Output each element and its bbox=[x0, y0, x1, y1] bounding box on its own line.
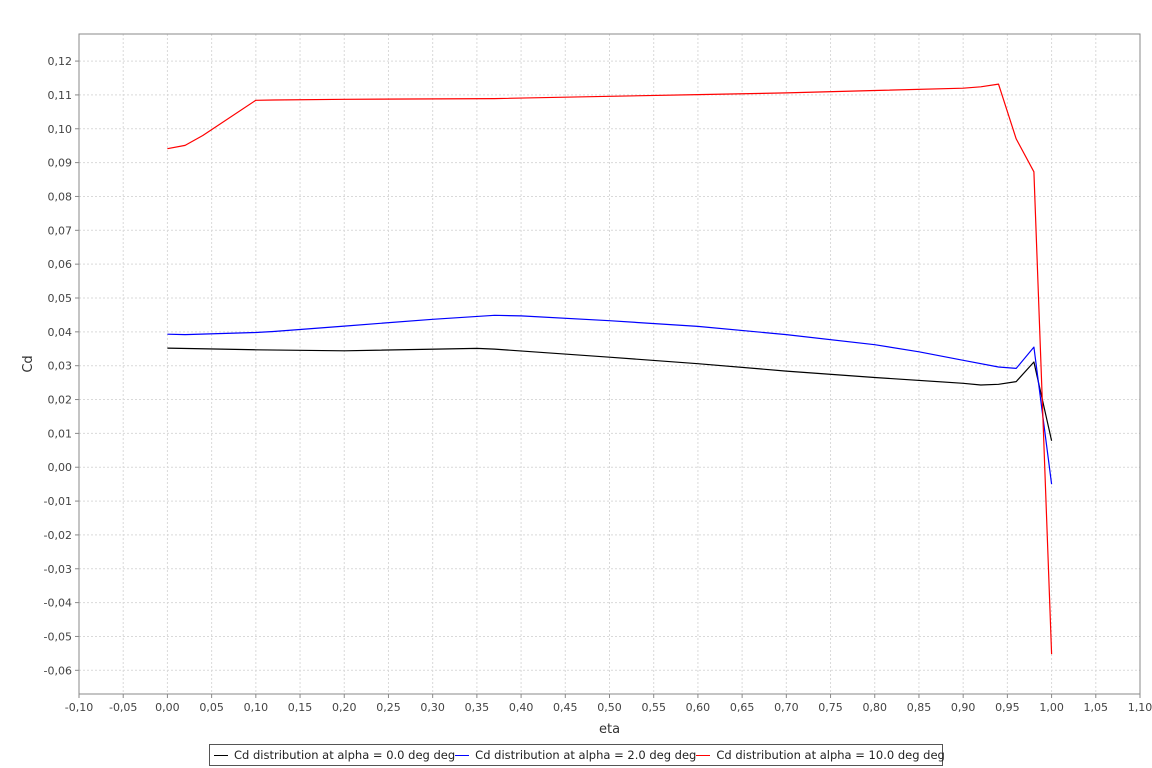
x-tick-label: 0,40 bbox=[509, 701, 534, 714]
y-tick-label: 0,04 bbox=[48, 326, 73, 339]
y-tick-label: 0,06 bbox=[48, 258, 73, 271]
x-tick-label: -0,05 bbox=[109, 701, 137, 714]
y-tick-label: 0,02 bbox=[48, 394, 73, 407]
x-tick-label: 0,30 bbox=[420, 701, 445, 714]
y-tick-label: -0,04 bbox=[44, 597, 72, 610]
y-tick-label: -0,06 bbox=[44, 664, 72, 677]
y-tick-label: 0,05 bbox=[48, 292, 73, 305]
series-line-1 bbox=[167, 314, 1053, 485]
y-tick-label: 0,00 bbox=[48, 461, 73, 474]
x-tick-label: 0,15 bbox=[288, 701, 313, 714]
line-chart: -0,10 -0,05 0,00 0,05 0,10 0,15 0,20 0,25 0,30 0,… bbox=[21, 33, 1152, 737]
x-tick-label: 0,05 bbox=[199, 701, 224, 714]
x-tick-label: -0,10 bbox=[65, 701, 93, 714]
y-tick-label: 0,03 bbox=[48, 360, 73, 373]
x-tick-label: 0,90 bbox=[951, 701, 976, 714]
series-line-0 bbox=[167, 347, 1053, 441]
y-tick-label: 0,07 bbox=[48, 224, 73, 237]
legend-label: Cd distribution at alpha = 0.0 deg deg bbox=[234, 748, 456, 762]
y-tick-label: -0,01 bbox=[44, 495, 72, 508]
x-tick-label: 0,60 bbox=[686, 701, 711, 714]
chart-legend: Cd distribution at alpha = 0.0 deg deg C… bbox=[209, 744, 945, 766]
legend-item-alpha-2: Cd distribution at alpha = 2.0 deg deg bbox=[455, 748, 696, 762]
y-tick-label: -0,05 bbox=[44, 630, 72, 643]
x-tick-label: 0,75 bbox=[818, 701, 843, 714]
y-tick-label: 0,09 bbox=[48, 157, 73, 170]
legend-item-alpha-10: Cd distribution at alpha = 10.0 deg deg bbox=[696, 748, 945, 762]
x-tick-label: 1,00 bbox=[1039, 701, 1064, 714]
x-tick-label: 0,55 bbox=[641, 701, 666, 714]
y-axis-ticks: 0,12 0,11 0,10 0,09 0,08 0,07 0,06 0,05 0,04 0,03… bbox=[44, 55, 79, 677]
x-tick-label: 0,70 bbox=[774, 701, 799, 714]
x-tick-label: 0,80 bbox=[863, 701, 888, 714]
x-tick-label: 0,95 bbox=[995, 701, 1020, 714]
x-tick-label: 1,10 bbox=[1128, 701, 1152, 714]
legend-swatch bbox=[214, 754, 228, 756]
legend-label: Cd distribution at alpha = 2.0 deg deg bbox=[475, 748, 697, 762]
y-tick-label: 0,12 bbox=[48, 55, 73, 68]
x-tick-label: 1,05 bbox=[1084, 701, 1109, 714]
x-axis-title: eta bbox=[599, 722, 620, 737]
x-axis-ticks: -0,10 -0,05 0,00 0,05 0,10 0,15 0,20 0,25 0,30 0,… bbox=[65, 694, 1152, 714]
x-tick-label: 0,10 bbox=[244, 701, 269, 714]
y-tick-label: -0,02 bbox=[44, 529, 72, 542]
x-tick-label: 0,65 bbox=[730, 701, 755, 714]
y-axis-title: Cd bbox=[21, 355, 36, 372]
series-line-2 bbox=[167, 83, 1053, 655]
x-tick-label: 0,50 bbox=[597, 701, 622, 714]
x-tick-label: 0,35 bbox=[465, 701, 490, 714]
x-tick-label: 0,25 bbox=[376, 701, 401, 714]
y-tick-label: -0,03 bbox=[44, 563, 72, 576]
legend-swatch bbox=[696, 754, 711, 756]
x-tick-label: 0,45 bbox=[553, 701, 578, 714]
series-group bbox=[167, 83, 1053, 655]
legend-swatch bbox=[455, 754, 470, 756]
grid bbox=[78, 34, 1141, 694]
legend-item-alpha-0: Cd distribution at alpha = 0.0 deg deg bbox=[214, 748, 455, 762]
y-tick-label: 0,11 bbox=[48, 89, 73, 102]
x-tick-label: 0,20 bbox=[332, 701, 357, 714]
legend-label: Cd distribution at alpha = 10.0 deg deg bbox=[716, 748, 945, 762]
y-tick-label: 0,08 bbox=[48, 190, 73, 203]
x-tick-label: 0,00 bbox=[155, 701, 180, 714]
x-tick-label: 0,85 bbox=[907, 701, 932, 714]
y-tick-label: 0,10 bbox=[48, 123, 73, 136]
y-tick-label: 0,01 bbox=[48, 427, 73, 440]
